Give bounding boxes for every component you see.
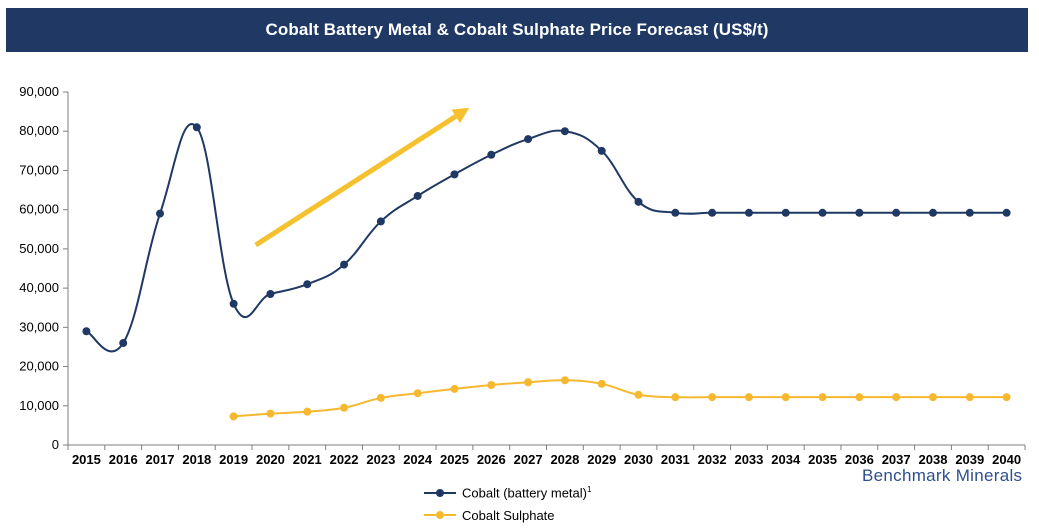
data-point-cobalt-metal-2035 (818, 208, 827, 217)
x-tick-label: 2019 (219, 452, 248, 467)
y-tick-label: 20,000 (19, 359, 59, 374)
data-point-cobalt-metal-2029 (597, 146, 606, 155)
data-point-cobalt-metal-2024 (413, 191, 422, 200)
data-point-cobalt-metal-2030 (634, 197, 643, 206)
x-tick-label: 2015 (72, 452, 101, 467)
data-point-cobalt-sulphate-2029 (597, 379, 606, 388)
legend-item-cobalt-metal: Cobalt (battery metal)1 (424, 482, 591, 504)
data-point-cobalt-sulphate-2030 (634, 390, 643, 399)
brand-logo-text: Benchmark Minerals (862, 466, 1023, 485)
x-tick-label: 2028 (550, 452, 579, 467)
data-point-cobalt-sulphate-2037 (892, 393, 901, 402)
x-tick-label: 2024 (403, 452, 433, 467)
x-tick-label: 2021 (293, 452, 322, 467)
x-tick-label: 2037 (882, 452, 911, 467)
data-point-cobalt-sulphate-2020 (266, 409, 275, 418)
chart-title-bar: Cobalt Battery Metal & Cobalt Sulphate P… (6, 8, 1028, 52)
data-point-cobalt-sulphate-2026 (487, 380, 496, 389)
data-point-cobalt-sulphate-2022 (340, 403, 349, 412)
x-tick-label: 2022 (330, 452, 359, 467)
x-tick-label: 2039 (955, 452, 984, 467)
y-tick-label: 0 (52, 437, 59, 452)
data-point-cobalt-sulphate-2033 (744, 393, 753, 402)
data-point-cobalt-metal-2016 (119, 339, 128, 348)
y-tick-label: 10,000 (19, 398, 59, 413)
data-point-cobalt-metal-2019 (229, 299, 238, 308)
legend-label-cobalt-sulphate: Cobalt Sulphate (462, 507, 555, 523)
data-point-cobalt-sulphate-2034 (781, 393, 790, 402)
data-point-cobalt-metal-2021 (303, 280, 312, 289)
data-point-cobalt-metal-2040 (1002, 208, 1011, 217)
x-tick-label: 2038 (919, 452, 948, 467)
chart-title: Cobalt Battery Metal & Cobalt Sulphate P… (265, 20, 769, 39)
legend-swatch-metal (424, 486, 456, 500)
data-point-cobalt-metal-2026 (487, 150, 496, 159)
x-tick-label: 2027 (514, 452, 543, 467)
x-tick-label: 2030 (624, 452, 653, 467)
y-tick-label: 80,000 (19, 123, 59, 138)
x-tick-label: 2018 (182, 452, 211, 467)
legend-swatch-sulphate (424, 508, 456, 522)
data-point-cobalt-sulphate-2039 (965, 393, 974, 402)
data-point-cobalt-sulphate-2024 (413, 389, 422, 398)
data-point-cobalt-metal-2034 (781, 208, 790, 217)
data-point-cobalt-sulphate-2028 (560, 376, 569, 385)
data-point-cobalt-sulphate-2021 (303, 407, 312, 416)
y-tick-label: 40,000 (19, 280, 59, 295)
y-tick-label: 90,000 (19, 84, 59, 99)
data-point-cobalt-sulphate-2025 (450, 384, 459, 393)
data-point-cobalt-sulphate-2027 (524, 378, 533, 387)
legend-label-cobalt-metal: Cobalt (battery metal)1 (462, 485, 592, 501)
x-tick-label: 2040 (992, 452, 1021, 467)
series-line-cobalt-metal (85, 123, 1007, 353)
data-point-cobalt-sulphate-2031 (671, 393, 680, 402)
data-point-cobalt-sulphate-2040 (1002, 393, 1011, 402)
data-point-cobalt-metal-2039 (965, 208, 974, 217)
data-point-cobalt-metal-2023 (376, 217, 385, 226)
x-tick-label: 2023 (366, 452, 395, 467)
trend-arrow-head (451, 107, 470, 124)
data-point-cobalt-metal-2032 (708, 208, 717, 217)
data-point-cobalt-metal-2028 (560, 127, 569, 136)
x-tick-label: 2020 (256, 452, 285, 467)
y-tick-label: 60,000 (19, 202, 59, 217)
x-tick-label: 2032 (698, 452, 727, 467)
data-point-cobalt-metal-2020 (266, 289, 275, 298)
data-point-cobalt-sulphate-2038 (928, 393, 937, 402)
x-tick-label: 2034 (771, 452, 801, 467)
data-point-cobalt-metal-2033 (744, 208, 753, 217)
data-point-cobalt-sulphate-2036 (855, 393, 864, 402)
x-tick-label: 2031 (661, 452, 690, 467)
data-point-cobalt-sulphate-2019 (229, 412, 238, 421)
series-line-cobalt-sulphate (233, 379, 1007, 418)
data-point-cobalt-metal-2038 (928, 208, 937, 217)
x-tick-label: 2026 (477, 452, 506, 467)
data-point-cobalt-sulphate-2032 (708, 393, 717, 402)
x-tick-label: 2033 (734, 452, 763, 467)
trend-arrow-shaft (254, 114, 458, 248)
y-tick-label: 30,000 (19, 319, 59, 334)
x-tick-label: 2016 (109, 452, 138, 467)
data-point-cobalt-sulphate-2035 (818, 393, 827, 402)
data-point-cobalt-metal-2018 (192, 123, 201, 132)
data-point-cobalt-sulphate-2023 (376, 393, 385, 402)
data-point-cobalt-metal-2015 (82, 327, 91, 336)
data-point-cobalt-metal-2025 (450, 170, 459, 179)
x-tick-label: 2029 (587, 452, 616, 467)
data-point-cobalt-metal-2036 (855, 208, 864, 217)
data-point-cobalt-metal-2027 (524, 135, 533, 144)
data-point-cobalt-metal-2037 (892, 208, 901, 217)
data-point-cobalt-metal-2031 (671, 208, 680, 217)
legend-item-cobalt-sulphate: Cobalt Sulphate (424, 504, 591, 526)
chart-legend: Cobalt (battery metal)1 Cobalt Sulphate (424, 482, 591, 526)
y-tick-label: 70,000 (19, 162, 59, 177)
x-tick-label: 2035 (808, 452, 837, 467)
y-tick-label: 50,000 (19, 241, 59, 256)
x-tick-label: 2036 (845, 452, 874, 467)
x-tick-label: 2017 (146, 452, 175, 467)
data-point-cobalt-metal-2017 (156, 209, 165, 218)
x-tick-label: 2025 (440, 452, 469, 467)
data-point-cobalt-metal-2022 (340, 260, 349, 269)
